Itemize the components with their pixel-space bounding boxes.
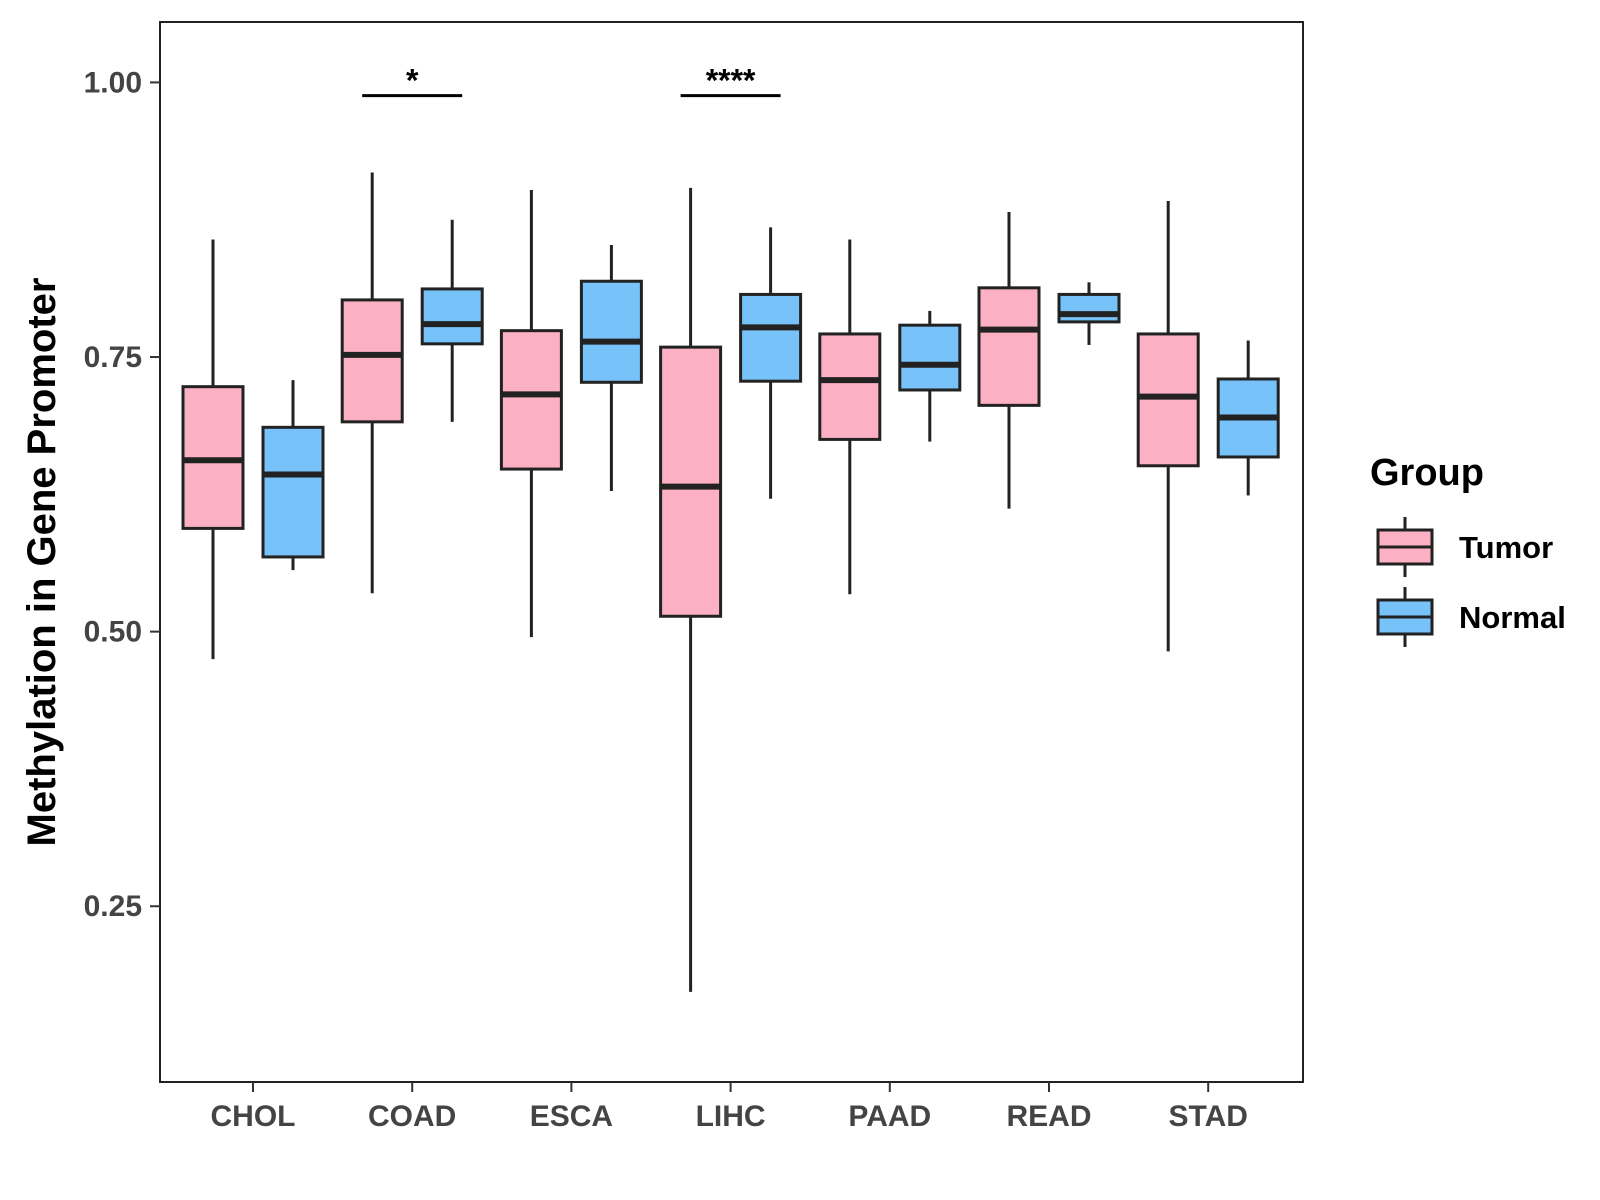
box-iqr: [1057, 292, 1121, 324]
box-tumor-esca: [499, 190, 563, 638]
legend: Group Tumor Normal: [1370, 452, 1566, 647]
box-iqr: [659, 345, 723, 618]
box-iqr: [340, 298, 404, 424]
x-tick-label-esca: ESCA: [530, 1100, 613, 1133]
box-iqr: [261, 425, 325, 559]
significance-label: ****: [706, 63, 756, 99]
box-normal-read: [1057, 282, 1121, 345]
box-iqr: [898, 323, 962, 392]
significance-lihc: ****: [680, 63, 781, 99]
box-iqr: [420, 287, 484, 346]
legend-item-normal: Normal: [1376, 587, 1566, 647]
box-normal-coad: [420, 219, 484, 422]
box-normal-stad: [1216, 340, 1280, 496]
box-normal-esca: [579, 244, 643, 492]
legend-label-normal: Normal: [1459, 600, 1566, 635]
y-tick-label: 1.00: [84, 66, 142, 99]
x-tick-label-read: READ: [1006, 1100, 1091, 1133]
box-tumor-coad: [340, 172, 404, 594]
box-tumor-read: [977, 212, 1041, 509]
box-tumor-chol: [181, 239, 245, 660]
significance-label: *: [406, 63, 419, 99]
x-tick-label-chol: CHOL: [211, 1100, 296, 1133]
significance-coad: *: [362, 63, 463, 99]
x-tick-label-paad: PAAD: [848, 1100, 931, 1133]
x-axis: CHOL COAD ESCA LIHC PAAD READ STAD: [211, 1082, 1248, 1133]
box-iqr: [499, 329, 563, 471]
box-tumor-paad: [818, 239, 882, 595]
plot-panel: [159, 21, 1304, 1083]
y-tick-label: 0.25: [84, 890, 142, 923]
box-series: [181, 172, 1280, 992]
box-iqr: [739, 292, 803, 383]
x-tick-label-lihc: LIHC: [696, 1100, 766, 1133]
x-tick-label-stad: STAD: [1168, 1100, 1247, 1133]
box-normal-chol: [261, 380, 325, 571]
significance-annotations: * ****: [362, 63, 781, 99]
y-tick-label: 0.50: [84, 616, 142, 649]
x-tick-label-coad: COAD: [368, 1100, 456, 1133]
y-axis: 0.25 0.50 0.75 1.00: [84, 66, 160, 923]
box-iqr: [1136, 332, 1200, 468]
box-tumor-stad: [1136, 201, 1200, 652]
box-iqr: [977, 286, 1041, 407]
y-axis-title: Methylation in Gene Promoter: [20, 278, 64, 847]
box-iqr: [579, 279, 643, 384]
box-normal-lihc: [739, 227, 803, 499]
y-tick-label: 0.75: [84, 341, 142, 374]
box-iqr: [818, 332, 882, 441]
legend-label-tumor: Tumor: [1459, 530, 1553, 565]
legend-title: Group: [1370, 452, 1484, 494]
legend-item-tumor: Tumor: [1376, 517, 1553, 577]
box-tumor-lihc: [659, 187, 723, 992]
box-normal-paad: [898, 310, 962, 442]
